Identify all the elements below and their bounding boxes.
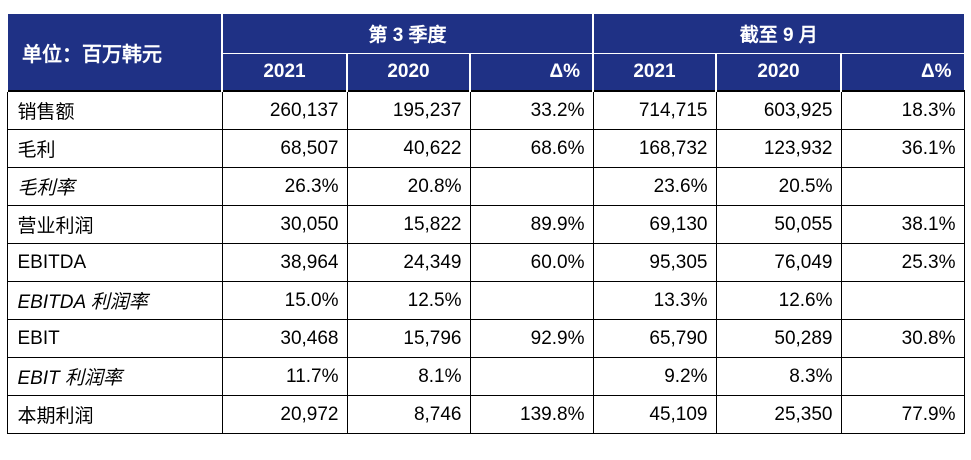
cell-value: 76,049 bbox=[715, 243, 842, 282]
cell-value: 33.2% bbox=[469, 90, 594, 130]
col-header-q3-2020: 2020 bbox=[346, 53, 471, 92]
row-label: 销售额 bbox=[6, 90, 223, 130]
header-row-columns: 2021 2020 Δ% 2021 2020 Δ% bbox=[7, 53, 965, 92]
cell-value: 123,932 bbox=[715, 129, 842, 168]
cell-value: 95,305 bbox=[592, 243, 717, 282]
table-row-sales: 销售额 260,137 195,237 33.2% 714,715 603,92… bbox=[6, 90, 965, 130]
table-row-net-profit: 本期利润 20,972 8,746 139.8% 45,109 25,350 7… bbox=[6, 395, 965, 434]
cell-value: 77.9% bbox=[840, 395, 965, 434]
cell-value: 15,822 bbox=[346, 205, 471, 244]
row-label: EBIT bbox=[6, 319, 223, 358]
cell-value bbox=[469, 167, 594, 206]
table-row-ebitda: EBITDA 38,964 24,349 60.0% 95,305 76,049… bbox=[6, 243, 965, 282]
cell-value: 8.1% bbox=[346, 357, 471, 396]
table-row-gross-profit: 毛利 68,507 40,622 68.6% 168,732 123,932 3… bbox=[6, 129, 965, 168]
cell-value: 50,289 bbox=[715, 319, 842, 358]
cell-value bbox=[840, 167, 965, 206]
table-row-ebitda-margin: EBITDA 利润率 15.0% 12.5% 13.3% 12.6% bbox=[6, 281, 965, 320]
cell-value: 68,507 bbox=[221, 129, 348, 168]
table-row-gross-margin: 毛利率 26.3% 20.8% 23.6% 20.5% bbox=[6, 167, 965, 206]
row-label: EBIT 利润率 bbox=[6, 357, 223, 396]
row-label: 营业利润 bbox=[6, 205, 223, 244]
cell-value: 714,715 bbox=[592, 90, 717, 130]
cell-value: 195,237 bbox=[346, 90, 471, 130]
cell-value: 20.5% bbox=[715, 167, 842, 206]
cell-value: 9.2% bbox=[592, 357, 717, 396]
cell-value: 68.6% bbox=[469, 129, 594, 168]
cell-value: 139.8% bbox=[469, 395, 594, 434]
table-row-operating-profit: 营业利润 30,050 15,822 89.9% 69,130 50,055 3… bbox=[6, 205, 965, 244]
cell-value: 36.1% bbox=[840, 129, 965, 168]
cell-value: 603,925 bbox=[715, 90, 842, 130]
cell-value: 23.6% bbox=[592, 167, 717, 206]
row-label: 毛利 bbox=[6, 129, 223, 168]
cell-value: 25.3% bbox=[840, 243, 965, 282]
cell-value: 20.8% bbox=[346, 167, 471, 206]
cell-value: 20,972 bbox=[221, 395, 348, 434]
cell-value bbox=[840, 357, 965, 396]
cell-value: 26.3% bbox=[221, 167, 348, 206]
cell-value: 40,622 bbox=[346, 129, 471, 168]
unit-label: 单位：百万韩元 bbox=[6, 13, 223, 92]
cell-value: 30,468 bbox=[221, 319, 348, 358]
cell-value: 45,109 bbox=[592, 395, 717, 434]
group-header-ytd: 截至 9 月 bbox=[592, 13, 965, 54]
row-label: EBITDA 利润率 bbox=[6, 281, 223, 320]
cell-value: 12.5% bbox=[346, 281, 471, 320]
cell-value bbox=[469, 281, 594, 320]
cell-value bbox=[469, 357, 594, 396]
table-row-ebit: EBIT 30,468 15,796 92.9% 65,790 50,289 3… bbox=[6, 319, 965, 358]
cell-value: 24,349 bbox=[346, 243, 471, 282]
cell-value bbox=[840, 281, 965, 320]
cell-value: 50,055 bbox=[715, 205, 842, 244]
col-header-q3-2021: 2021 bbox=[221, 53, 348, 92]
row-label: 毛利率 bbox=[6, 167, 223, 206]
cell-value: 11.7% bbox=[221, 357, 348, 396]
cell-value: 69,130 bbox=[592, 205, 717, 244]
row-label: EBITDA bbox=[6, 243, 223, 282]
group-header-q3: 第 3 季度 bbox=[221, 13, 594, 54]
cell-value: 8,746 bbox=[346, 395, 471, 434]
col-header-ytd-2020: 2020 bbox=[715, 53, 842, 92]
col-header-ytd-2021: 2021 bbox=[592, 53, 717, 92]
cell-value: 260,137 bbox=[221, 90, 348, 130]
cell-value: 65,790 bbox=[592, 319, 717, 358]
cell-value: 38,964 bbox=[221, 243, 348, 282]
table-row-ebit-margin: EBIT 利润率 11.7% 8.1% 9.2% 8.3% bbox=[6, 357, 965, 396]
cell-value: 89.9% bbox=[469, 205, 594, 244]
financial-table: 单位：百万韩元 第 3 季度 截至 9 月 2021 2020 Δ% 2021 … bbox=[6, 13, 965, 434]
cell-value: 12.6% bbox=[715, 281, 842, 320]
cell-value: 18.3% bbox=[840, 90, 965, 130]
cell-value: 30,050 bbox=[221, 205, 348, 244]
cell-value: 38.1% bbox=[840, 205, 965, 244]
cell-value: 92.9% bbox=[469, 319, 594, 358]
col-header-q3-delta: Δ% bbox=[469, 53, 594, 92]
cell-value: 15,796 bbox=[346, 319, 471, 358]
cell-value: 15.0% bbox=[221, 281, 348, 320]
cell-value: 25,350 bbox=[715, 395, 842, 434]
cell-value: 8.3% bbox=[715, 357, 842, 396]
cell-value: 30.8% bbox=[840, 319, 965, 358]
cell-value: 168,732 bbox=[592, 129, 717, 168]
cell-value: 60.0% bbox=[469, 243, 594, 282]
row-label: 本期利润 bbox=[6, 395, 223, 434]
col-header-ytd-delta: Δ% bbox=[840, 53, 965, 92]
cell-value: 13.3% bbox=[592, 281, 717, 320]
header-row-groups: 单位：百万韩元 第 3 季度 截至 9 月 bbox=[6, 13, 965, 92]
